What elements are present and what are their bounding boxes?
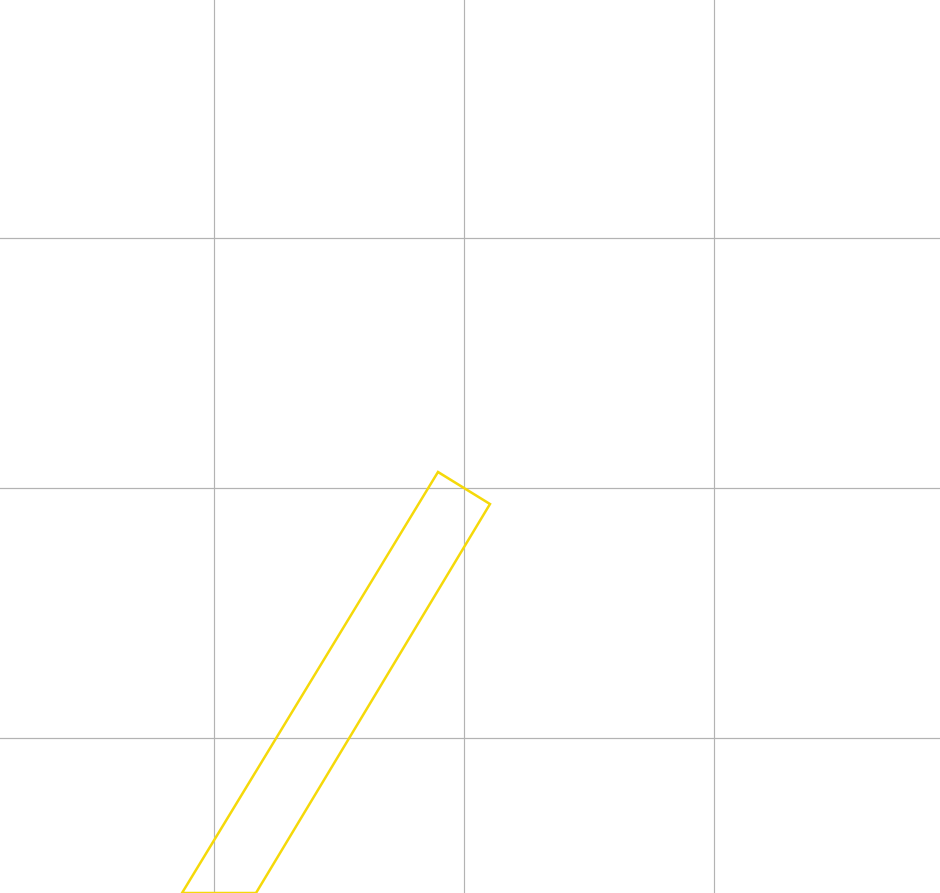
yellow-rectangle-shape[interactable]: [180, 470, 492, 893]
